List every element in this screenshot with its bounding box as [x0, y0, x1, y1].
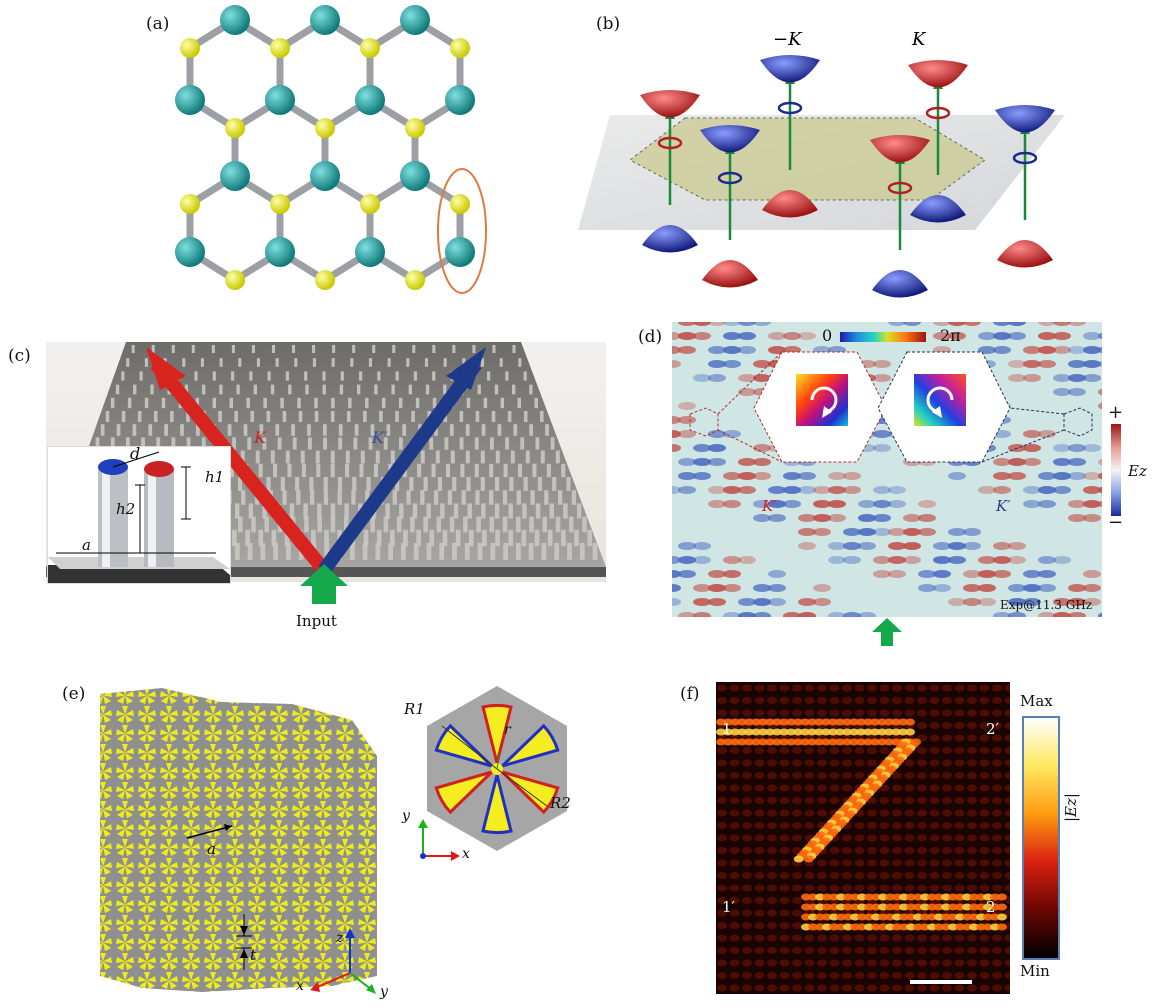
panel-d-label: (d)	[638, 327, 662, 347]
atom-teal	[175, 237, 205, 267]
xyz-axes	[290, 928, 380, 1008]
input-arrow-d	[872, 618, 902, 646]
R2-label: R2	[550, 794, 571, 812]
upper-cone	[640, 90, 700, 118]
input-label: Input	[296, 612, 337, 630]
atom-teal	[445, 85, 475, 115]
atom-yellow	[225, 118, 245, 138]
atom-yellow	[180, 194, 200, 214]
colorbar-max: Max	[1020, 692, 1053, 710]
r-label: r	[504, 722, 511, 738]
scale-bar	[910, 980, 972, 984]
atom-teal	[265, 237, 295, 267]
k-text-c: K	[254, 428, 266, 447]
x-label-cell: x	[462, 846, 470, 862]
exp-label: Exp@11.3 GHz	[1000, 598, 1092, 612]
atom-yellow	[315, 270, 335, 290]
k-prime-right-d: K′	[996, 497, 1011, 515]
atom-yellow	[180, 38, 200, 58]
k-prime-text-c: K′	[372, 428, 388, 447]
atom-yellow	[225, 270, 245, 290]
atom-yellow	[315, 118, 335, 138]
port-1-prime: 1′	[722, 898, 735, 916]
atom-yellow	[405, 270, 425, 290]
lower-cone	[997, 240, 1053, 268]
hexagon-zone	[630, 118, 985, 200]
lower-cone	[872, 270, 928, 298]
colorbar-min: Min	[1020, 962, 1050, 980]
y-axis-label: y	[380, 984, 388, 1000]
atom-teal	[220, 5, 250, 35]
t-label: t	[250, 946, 256, 964]
upper-cone	[760, 55, 820, 83]
phase-max-label: 2π	[940, 326, 961, 345]
d-label: d	[130, 444, 140, 463]
ez-label: Ez	[1128, 462, 1147, 480]
valley-cones-diagram: −K K	[570, 20, 1090, 290]
atom-yellow	[360, 194, 380, 214]
field-map-overlay	[672, 322, 1112, 622]
y-label-cell: y	[402, 808, 410, 824]
k-prime-left-d: K′	[762, 497, 777, 515]
ez-minus: −	[1108, 512, 1123, 533]
input-arrow	[300, 564, 348, 604]
atom-teal	[445, 237, 475, 267]
R1-label: R1	[404, 700, 425, 718]
upper-cone	[908, 60, 968, 88]
minus-k-label: −K	[773, 29, 803, 50]
atom-teal	[310, 5, 340, 35]
ez-plus: +	[1108, 402, 1123, 423]
lower-cone	[702, 260, 758, 288]
intensity-map	[716, 682, 1010, 994]
atom-yellow	[450, 194, 470, 214]
atom-teal	[400, 5, 430, 35]
h1-label: h1	[205, 468, 224, 486]
z-axis-label: z	[336, 930, 343, 946]
phase-colorbar	[840, 332, 926, 342]
port-2: 2	[986, 898, 996, 916]
panel-e-label: (e)	[62, 684, 85, 704]
a-label-c: a	[82, 536, 91, 554]
a-label-e: a	[207, 840, 216, 858]
intensity-colorbar	[1022, 716, 1060, 960]
x-axis-label: x	[296, 978, 304, 994]
atom-yellow	[450, 38, 470, 58]
phase-map-right	[914, 374, 966, 426]
ez-colorbar	[1111, 424, 1121, 516]
port-1: 1	[722, 720, 732, 738]
k-label: K	[911, 29, 927, 50]
atom-yellow	[270, 194, 290, 214]
h2-label: h2	[116, 500, 135, 518]
atom-yellow	[360, 38, 380, 58]
atom-teal	[310, 161, 340, 191]
colorbar-ez-label: |Ez|	[1062, 793, 1080, 822]
k-prime-arrow	[324, 364, 476, 570]
atom-teal	[355, 85, 385, 115]
phase-min-label: 0	[822, 326, 832, 345]
atom-teal	[220, 161, 250, 191]
atom-yellow	[405, 118, 425, 138]
panel-a-label: (a)	[146, 14, 169, 34]
atom-teal	[355, 237, 385, 267]
atom-teal	[400, 161, 430, 191]
port-2-prime: 2′	[986, 720, 999, 738]
atom-teal	[175, 85, 205, 115]
panel-f-label: (f)	[680, 684, 700, 704]
unit-cell-inset	[47, 446, 231, 584]
phase-map-left	[796, 374, 848, 426]
lattice-diagram	[170, 0, 510, 300]
panel-c-label: (c)	[8, 346, 31, 366]
atom-yellow	[270, 38, 290, 58]
atom-teal	[265, 85, 295, 115]
